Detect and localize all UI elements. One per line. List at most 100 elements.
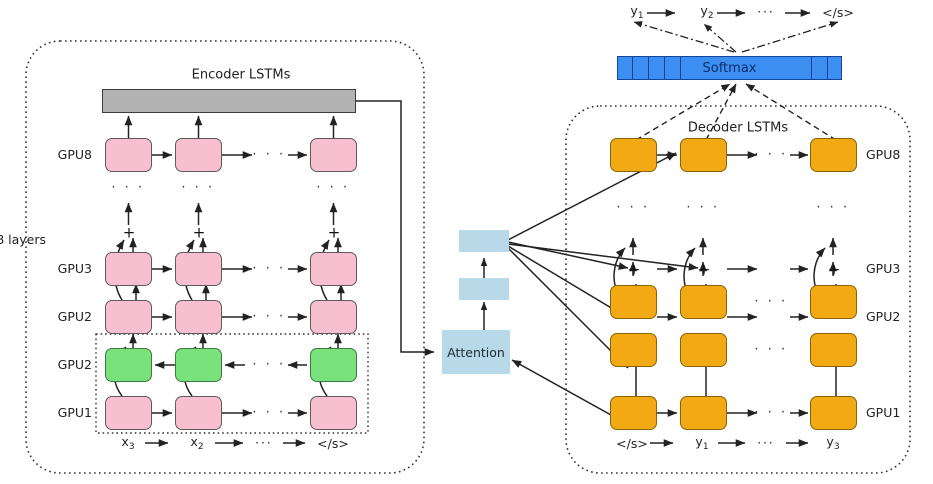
decoder-cell-gpu8-t1[interactable] xyxy=(610,138,657,172)
encoder-residual-plus-3: + xyxy=(327,223,341,242)
encoder-input-token-2: x2 xyxy=(190,434,204,452)
output-token-1-base: y xyxy=(630,3,638,18)
softmax-tick-r2 xyxy=(827,57,829,79)
encoder-residual-plus-2: + xyxy=(192,223,206,242)
decoder-input-token-ellipsis: ··· xyxy=(757,436,775,450)
decoder-row-dots-gpu3: · · · xyxy=(754,294,788,310)
encoder-input-token-1: x3 xyxy=(121,435,135,452)
decoder-cell-gpu3-t1[interactable] xyxy=(610,285,657,319)
encoder-cell-gpu2-fwd-tn[interactable] xyxy=(310,300,357,334)
encoder-row-dots-gpu8: · · · xyxy=(252,147,286,163)
softmax-bar[interactable]: Softmax xyxy=(617,56,842,80)
decoder-gpu-label-gpu3: GPU3 xyxy=(866,260,901,276)
decoder-row-dots-gpu8: · · · xyxy=(754,147,788,163)
encoder-cell-gpu3-t2[interactable] xyxy=(175,252,222,286)
output-token-ellipsis: ··· xyxy=(757,5,775,19)
encoder-cell-gpu8-t1[interactable] xyxy=(105,138,152,172)
encoder-input-token-ellipsis: ··· xyxy=(255,436,273,450)
encoder-depth-label: 8 layers xyxy=(0,231,46,247)
encoder-row-dots-gpu3: · · · xyxy=(252,261,286,277)
decoder-input-token-4: y3 xyxy=(826,434,840,452)
attention-fanout xyxy=(507,152,699,369)
encoder-gpu-label-gpu2-forward: GPU2 xyxy=(57,308,92,324)
encoder-cell-gpu1-t2[interactable] xyxy=(175,396,222,430)
encoder-cell-gpu3-tn[interactable] xyxy=(310,252,357,286)
decoder-cell-gpu2-t1[interactable] xyxy=(610,333,657,367)
decoder-cell-gpu3-t2[interactable] xyxy=(680,285,727,319)
output-token-eos: </s> xyxy=(822,4,854,20)
attention-context-box-top xyxy=(459,230,509,252)
decoder-input-token-2-base: y xyxy=(695,434,703,449)
decoder-vertical-dots-3: · · · xyxy=(816,200,850,216)
decoder-residual-plus-3: + xyxy=(827,260,841,279)
softmax-tick-r1 xyxy=(811,57,813,79)
encoder-row-dots-gpu2-fwd: · · · xyxy=(252,309,286,325)
encoder-gpu-label-gpu8: GPU8 xyxy=(57,146,92,162)
softmax-tick-l4 xyxy=(680,57,682,79)
encoder-input-token-1-sub: 3 xyxy=(128,442,135,452)
encoder-vertical-dots-1: · · · xyxy=(111,180,145,196)
softmax-tick-l3 xyxy=(664,57,666,79)
output-token-1-sub: 1 xyxy=(637,11,644,21)
encoder-residual-plus-1: + xyxy=(122,223,136,242)
softmax-label: Softmax xyxy=(702,60,757,76)
decoder-cell-gpu8-tn[interactable] xyxy=(810,138,857,172)
encoder-cell-gpu8-tn[interactable] xyxy=(310,138,357,172)
decoder-input-token-eos: </s> xyxy=(616,435,648,451)
decoder-input-token-4-base: y xyxy=(826,434,834,449)
encoder-input-token-2-sub: 2 xyxy=(197,442,204,452)
decoder-cell-gpu2-t2[interactable] xyxy=(680,333,727,367)
decoder-gpu-label-gpu8: GPU8 xyxy=(866,146,901,162)
encoder-row-dots-gpu2-rev: · · · xyxy=(252,357,286,373)
encoder-cell-gpu2-rev-tn[interactable] xyxy=(310,348,357,382)
decoder-container xyxy=(565,105,911,474)
attention-context-box-mid xyxy=(459,278,509,300)
encoder-vertical-dots-3: · · · xyxy=(316,180,350,196)
decoder-cell-gpu3-tn[interactable] xyxy=(810,285,857,319)
encoder-row-dots-gpu1: · · · xyxy=(252,405,286,421)
decoder-gpu-label-gpu1: GPU1 xyxy=(866,404,901,420)
encoder-cell-gpu2-fwd-t2[interactable] xyxy=(175,300,222,334)
decoder-cell-gpu8-t2[interactable] xyxy=(680,138,727,172)
encoder-input-token-eos: </s> xyxy=(317,435,349,451)
encoder-container xyxy=(25,40,425,474)
decoder-row-dots-gpu1: · · · xyxy=(754,405,788,421)
softmax-tick-l1 xyxy=(632,57,634,79)
encoder-cell-gpu2-fwd-t1[interactable] xyxy=(105,300,152,334)
output-token-2-sub: 2 xyxy=(707,11,714,21)
output-token-2: y2 xyxy=(700,3,714,21)
encoder-cell-gpu3-t1[interactable] xyxy=(105,252,152,286)
decoder-title: Decoder LSTMs xyxy=(687,120,789,136)
decoder-input-token-4-sub: 3 xyxy=(833,442,840,452)
encoder-cell-gpu2-rev-t1[interactable] xyxy=(105,348,152,382)
bidirectional-layer-box xyxy=(95,333,369,434)
decoder-cell-gpu2-tn[interactable] xyxy=(810,333,857,367)
decoder-input-token-2-sub: 1 xyxy=(702,442,709,452)
decoder-residual-plus-2: + xyxy=(697,260,711,279)
output-token-1: y1 xyxy=(630,3,644,21)
decoder-gpu-label-gpu2: GPU2 xyxy=(866,308,901,324)
softmax-tick-l2 xyxy=(648,57,650,79)
decoder-cell-gpu1-tn[interactable] xyxy=(810,396,857,430)
encoder-input-token-2-base: x xyxy=(190,434,198,449)
encoder-title: Encoder LSTMs xyxy=(191,67,291,83)
decoder-cell-gpu1-t1[interactable] xyxy=(610,396,657,430)
decoder-to-softmax xyxy=(635,83,837,141)
encoder-cell-gpu1-t1[interactable] xyxy=(105,396,152,430)
encoder-cell-gpu2-rev-t2[interactable] xyxy=(175,348,222,382)
encoder-output-bar xyxy=(102,89,356,113)
softmax-to-outputs xyxy=(633,21,839,53)
decoder-residual-plus-1: + xyxy=(627,260,641,279)
encoder-vertical-dots-2: · · · xyxy=(181,180,215,196)
encoder-cell-gpu1-tn[interactable] xyxy=(310,396,357,430)
decoder-vertical-dots-1: · · · xyxy=(616,200,650,216)
encoder-gpu-label-gpu2-reverse: GPU2 xyxy=(57,356,92,372)
decoder-to-attention-connector xyxy=(511,359,621,421)
encoder-cell-gpu8-t2[interactable] xyxy=(175,138,222,172)
output-token-2-base: y xyxy=(700,3,708,18)
decoder-vertical-dots-2: · · · xyxy=(686,200,720,216)
attention-block[interactable]: Attention xyxy=(442,330,510,374)
encoder-gpu-label-gpu3: GPU3 xyxy=(57,260,92,276)
decoder-cell-gpu1-t2[interactable] xyxy=(680,396,727,430)
decoder-input-token-2: y1 xyxy=(695,434,709,452)
